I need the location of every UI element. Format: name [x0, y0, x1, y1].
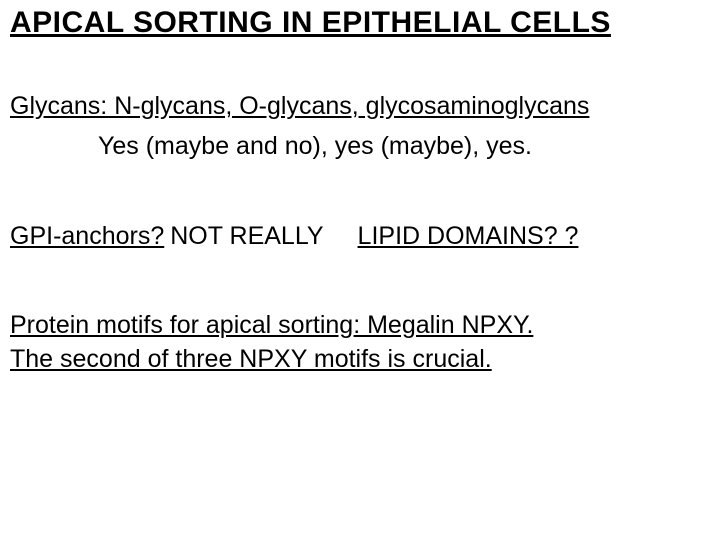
protein-motifs-line2: The second of three NPXY motifs is cruci…: [10, 343, 710, 377]
glycans-answer: Yes (maybe and no), yes (maybe), yes.: [98, 130, 710, 164]
glycans-heading: Glycans: N-glycans, O-glycans, glycosami…: [10, 90, 710, 124]
gpi-question: GPI-anchors?: [10, 222, 164, 250]
slide: APICAL SORTING IN EPITHELIAL CELLS Glyca…: [0, 0, 720, 540]
gpi-answer: NOT REALLY: [170, 222, 323, 250]
slide-title: APICAL SORTING IN EPITHELIAL CELLS: [10, 6, 710, 40]
lipid-domains: LIPID DOMAINS? ?: [358, 220, 579, 254]
gpi-block: GPI-anchors?NOT REALLY: [10, 220, 324, 254]
gpi-lipid-row: GPI-anchors?NOT REALLY LIPID DOMAINS? ?: [10, 220, 710, 254]
protein-motifs-line1: Protein motifs for apical sorting: Megal…: [10, 309, 710, 343]
